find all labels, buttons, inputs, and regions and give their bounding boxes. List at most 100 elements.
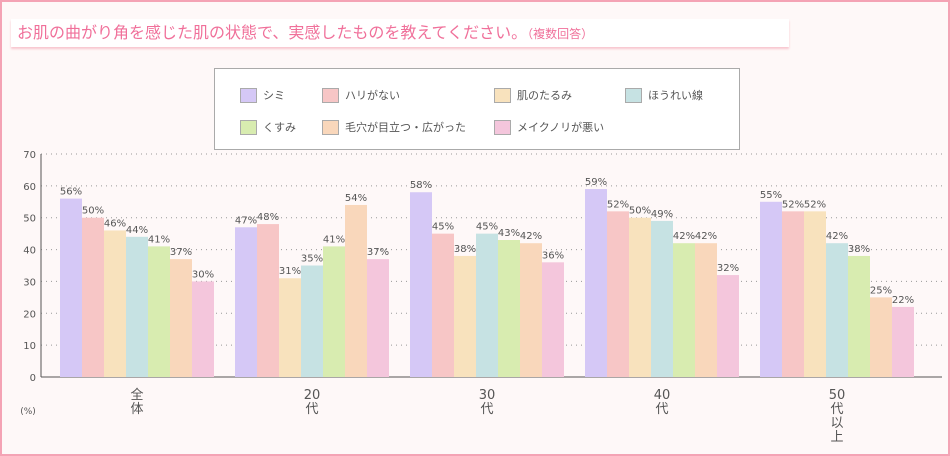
legend-item: ハリがない — [322, 87, 400, 103]
bar — [892, 306, 914, 377]
x-tick-label: 代 — [305, 402, 318, 417]
data-label: 55% — [760, 190, 782, 201]
legend-label: ハリがない — [345, 89, 400, 102]
y-tick-label: 40 — [23, 246, 36, 257]
bar — [695, 243, 717, 377]
bar — [848, 255, 870, 377]
data-label: 50% — [629, 206, 651, 217]
y-tick-label: 30 — [23, 277, 36, 288]
data-label: 45% — [476, 222, 498, 233]
data-label: 48% — [257, 212, 279, 223]
data-label: 42% — [826, 231, 848, 242]
y-tick-label: 60 — [23, 182, 36, 193]
bar — [782, 211, 804, 377]
x-tick-label: 代 — [830, 402, 843, 417]
data-label: 46% — [104, 218, 126, 229]
legend: シミ ハリがない 肌のたるみ ほうれい線くすみ 毛穴が目立つ・広がった メイクノリが悪い — [214, 68, 740, 150]
bar — [651, 220, 673, 377]
legend-swatch — [240, 87, 257, 103]
title-note: （複数回答） — [527, 27, 594, 41]
x-tick-label: 以 — [830, 416, 843, 431]
bar — [301, 265, 323, 377]
y-tick-label: 50 — [23, 214, 36, 225]
bar — [235, 227, 257, 377]
legend-item: シミ — [240, 87, 285, 103]
data-label: 50% — [82, 206, 104, 217]
data-label: 22% — [892, 295, 914, 306]
data-label: 52% — [804, 199, 826, 210]
data-label: 58% — [410, 180, 432, 191]
x-tick-label: 全 — [130, 387, 143, 403]
x-tick-label: 20 — [304, 388, 321, 403]
bar — [673, 243, 695, 377]
bar — [607, 211, 629, 377]
data-label: 41% — [323, 234, 345, 245]
x-tick-label: 体 — [130, 402, 143, 417]
bar — [826, 243, 848, 377]
legend-item: メイクノリが悪い — [494, 119, 604, 135]
data-label: 42% — [520, 231, 542, 242]
bar — [279, 278, 301, 377]
data-label: 44% — [126, 225, 148, 236]
legend-item: ほうれい線 — [625, 87, 703, 103]
y-axis-unit: (%) — [20, 407, 36, 417]
bar — [542, 262, 564, 377]
data-label: 31% — [279, 266, 301, 277]
legend-label: シミ — [263, 89, 285, 102]
x-tick-label: 代 — [480, 402, 493, 417]
bar — [410, 192, 432, 377]
legend-swatch — [625, 87, 642, 103]
y-tick-label: 70 — [23, 150, 36, 161]
bar — [454, 255, 476, 377]
data-label: 52% — [782, 199, 804, 210]
bar — [629, 217, 651, 377]
bar — [257, 224, 279, 377]
legend-item: 肌のたるみ — [494, 87, 572, 103]
bar — [717, 275, 739, 377]
bar — [520, 243, 542, 377]
chart-title: お肌の曲がり角を感じた肌の状態で、実感したものを教えてください。（複数回答） — [11, 19, 789, 47]
data-label: 59% — [585, 177, 607, 188]
bar — [82, 217, 104, 377]
y-tick-label: 0 — [30, 373, 36, 384]
data-label: 52% — [607, 199, 629, 210]
legend-item: くすみ — [240, 119, 296, 135]
bar — [870, 297, 892, 377]
data-label: 38% — [848, 244, 870, 255]
legend-swatch — [240, 119, 257, 135]
bar — [345, 204, 367, 377]
data-label: 25% — [870, 285, 892, 296]
bar — [323, 246, 345, 377]
data-label: 45% — [432, 222, 454, 233]
data-label: 42% — [673, 231, 695, 242]
legend-label: くすみ — [263, 121, 296, 134]
bar — [104, 230, 126, 377]
bar — [585, 189, 607, 377]
data-label: 56% — [60, 187, 82, 198]
data-label: 38% — [454, 244, 476, 255]
bar — [432, 233, 454, 377]
legend-swatch — [322, 119, 339, 135]
data-label: 42% — [695, 231, 717, 242]
y-tick-label: 20 — [23, 309, 36, 320]
title-text: お肌の曲がり角を感じた肌の状態で、実感したものを教えてください。 — [17, 23, 528, 42]
legend-label: 毛穴が目立つ・広がった — [345, 121, 466, 134]
bar — [476, 233, 498, 377]
legend-swatch — [322, 87, 339, 103]
x-tick-label: 30 — [479, 388, 496, 403]
legend-label: ほうれい線 — [648, 89, 703, 102]
bar — [367, 259, 389, 377]
data-label: 35% — [301, 254, 323, 265]
legend-swatch — [494, 119, 511, 135]
data-label: 43% — [498, 228, 520, 239]
x-tick-label: 50 — [829, 388, 846, 403]
data-label: 36% — [542, 250, 564, 261]
data-label: 41% — [148, 234, 170, 245]
data-label: 37% — [170, 247, 192, 258]
legend-swatch — [494, 87, 511, 103]
y-tick-label: 10 — [23, 341, 36, 352]
data-label: 37% — [367, 247, 389, 258]
bar — [760, 201, 782, 377]
data-label: 49% — [651, 209, 673, 220]
